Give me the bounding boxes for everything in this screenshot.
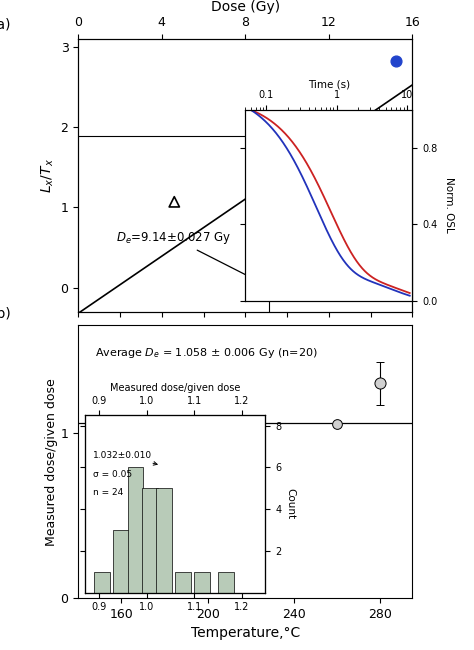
Y-axis label: Measured dose/given dose: Measured dose/given dose (45, 378, 58, 545)
Y-axis label: Count: Count (285, 488, 295, 519)
Text: n = 24: n = 24 (93, 488, 124, 497)
Bar (128, 467, 143, 593)
Bar (142, 488, 157, 593)
Point (392, 57, 400, 67)
Bar (113, 530, 129, 593)
Bar (94, 572, 110, 593)
Text: Average $D_e$ = 1.058 ± 0.006 Gy (n=20): Average $D_e$ = 1.058 ± 0.006 Gy (n=20) (95, 346, 318, 360)
Text: (a): (a) (0, 17, 11, 31)
X-axis label: Dose (Gy): Dose (Gy) (211, 0, 280, 14)
Bar (218, 572, 234, 593)
Bar (175, 572, 191, 593)
Text: 1.032±0.010: 1.032±0.010 (93, 450, 157, 465)
X-axis label: Temperature,°C: Temperature,°C (191, 627, 300, 640)
Point (265, 131, 273, 141)
Text: (b): (b) (0, 306, 11, 320)
Y-axis label: $L_x/T_x$: $L_x/T_x$ (40, 158, 56, 193)
Point (171, 196, 178, 207)
Text: $D_e$=9.14±0.027 Gy: $D_e$=9.14±0.027 Gy (116, 230, 256, 280)
Y-axis label: Norm. OSL: Norm. OSL (444, 177, 454, 233)
X-axis label: Measured dose/given dose: Measured dose/given dose (110, 384, 240, 393)
Bar (156, 488, 172, 593)
Bar (194, 572, 210, 593)
X-axis label: Time (s): Time (s) (308, 79, 350, 90)
Text: σ = 0.05: σ = 0.05 (93, 469, 133, 478)
